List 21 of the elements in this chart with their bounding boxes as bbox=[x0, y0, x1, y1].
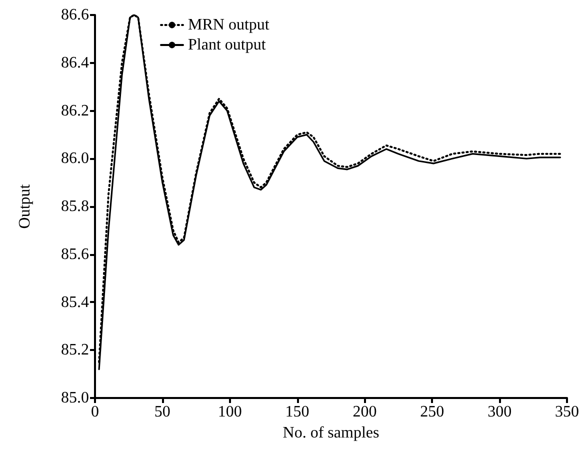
x-tick-label: 300 bbox=[488, 404, 512, 420]
y-tick-label: 85.4 bbox=[61, 294, 89, 311]
y-tick-label: 85.8 bbox=[61, 198, 89, 215]
y-tick-label: 85.0 bbox=[61, 390, 89, 406]
x-axis-title: No. of samples bbox=[282, 424, 380, 442]
x-tick-label: 250 bbox=[420, 404, 444, 420]
y-tick-label: 85.6 bbox=[61, 246, 89, 263]
x-tick-label: 350 bbox=[555, 404, 579, 420]
y-tick-label: 86.0 bbox=[61, 150, 89, 168]
x-tick-label: 50 bbox=[154, 404, 170, 420]
legend-label: MRN output bbox=[188, 16, 270, 34]
legend-label: Plant output bbox=[188, 36, 266, 54]
x-tick-label: 0 bbox=[91, 404, 99, 420]
x-tick-label: 200 bbox=[352, 404, 377, 420]
y-tick-label: 86.6 bbox=[61, 6, 89, 24]
x-tick-label: 100 bbox=[218, 404, 242, 420]
x-tick-label: 150 bbox=[285, 404, 310, 420]
y-tick-label: 85.2 bbox=[61, 342, 89, 359]
y-tick-label: 86.4 bbox=[61, 54, 89, 72]
y-tick-label: 86.2 bbox=[61, 102, 89, 120]
y-axis-title: Output bbox=[16, 184, 34, 229]
